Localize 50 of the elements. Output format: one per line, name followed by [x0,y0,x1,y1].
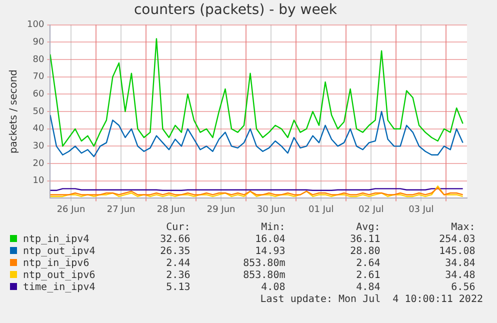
y-axis-title: packets / second [8,69,20,154]
y-tick-label: 20 [32,158,44,169]
text: 4.84 [355,282,380,294]
y-tick-label: 30 [32,142,44,152]
x-tick-label: 28 Jun [156,204,186,215]
text: 2.64 [355,258,380,270]
text: Min: [260,222,286,234]
text: 4.08 [260,282,286,294]
text: 5.13 [165,282,190,294]
chart-title: counters (packets) - by week [134,2,338,18]
text: 2.61 [355,270,380,282]
text: 32.66 [159,234,190,246]
text: 2.36 [165,270,190,282]
y-tick-label: 50 [32,106,44,117]
text: 34.84 [444,258,476,270]
text: 853.80m [242,258,286,270]
text: 34.48 [444,270,476,282]
text: 16.04 [254,234,286,246]
x-tick-label: 27 Jun [106,204,136,215]
legend-label: ntp_out_ipv4 [22,246,96,258]
legend-label: ntp_in_ipv6 [22,258,90,270]
text: 2.44 [165,258,190,270]
text: 254.03 [438,234,476,246]
legend-label: ntp_in_ipv4 [22,234,90,246]
y-tick-label: 100 [26,20,44,30]
text: 853.80m [242,270,286,282]
text: Avg: [355,222,380,234]
legend-label: time_in_ipv4 [22,282,96,294]
text: 26.35 [159,246,190,258]
text: Max: [450,222,476,234]
text: Cur: [165,222,190,234]
text: 28.80 [349,246,380,258]
x-tick-label: 02 Jul [358,204,384,215]
text: 14.93 [254,246,286,258]
x-tick-label: 26 Jun [56,204,86,215]
x-tick-label: 03 Jul [408,204,434,215]
y-tick-label: 90 [32,37,44,48]
text: 145.08 [438,246,476,258]
y-tick-label: 10 [32,176,44,186]
y-tick-label: 70 [32,72,44,82]
y-tick-label: 40 [32,124,44,134]
x-tick-label: 01 Jul [308,204,334,215]
legend-label: ntp_out_ipv6 [22,270,96,282]
text: 36.11 [349,234,380,246]
text: 6.56 [450,282,476,294]
y-tick-label: 60 [32,90,44,100]
x-tick-label: 30 Jun [256,204,286,215]
x-tick-label: 29 Jun [206,204,236,215]
y-tick-label: 80 [32,54,44,65]
text: Last update: Mon Jul 4 10:00:11 2022 [260,294,483,305]
